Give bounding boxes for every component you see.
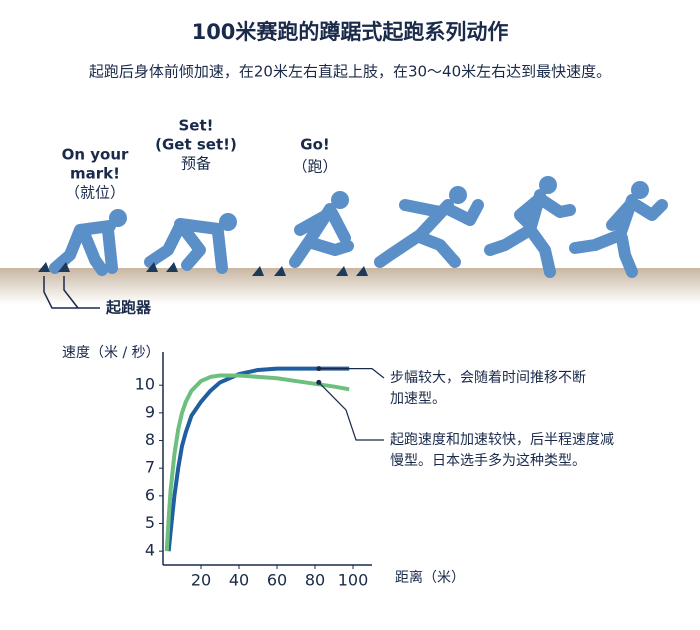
series-line (164, 373, 350, 552)
title: 100米赛跑的蹲踞式起跑系列动作 (192, 20, 509, 44)
y-tick-label: 9 (145, 402, 155, 421)
phase-label: (Get set!) (155, 136, 237, 154)
y-tick-label: 4 (145, 541, 155, 560)
phase-label: Go! (300, 136, 329, 154)
phase-label: On your (62, 146, 129, 164)
x-tick-label: 60 (267, 571, 287, 590)
annotation-point (316, 379, 322, 385)
y-tick-label: 8 (145, 430, 155, 449)
phase-label: （就位） (65, 184, 125, 202)
series-line (166, 366, 350, 552)
y-axis-label: 速度（米 / 秒） (62, 345, 160, 361)
phase-label: mark! (70, 165, 120, 183)
x-tick-label: 20 (191, 571, 211, 590)
starting-blocks (38, 262, 368, 309)
ground (0, 268, 700, 304)
annotation-text: 加速型。 (390, 391, 446, 407)
annotation-point (316, 366, 322, 372)
blocks-label: 起跑器 (105, 299, 152, 317)
x-tick-label: 40 (229, 571, 249, 590)
subtitle: 起跑后身体前倾加速，在20米左右直起上肢，在30～40米左右达到最快速度。 (89, 63, 611, 81)
x-axis-label: 距离（米） (395, 569, 465, 586)
y-tick-label: 6 (145, 485, 155, 504)
leader-line (318, 367, 385, 379)
annotation-text: 起跑速度和加速较快，后半程速度减 (390, 432, 614, 448)
x-tick-label: 100 (338, 571, 369, 590)
phase-label: Set! (179, 117, 214, 135)
phase-label: 预备 (181, 155, 211, 173)
phase-label: （跑） (292, 158, 337, 176)
y-tick-label: 10 (135, 375, 155, 394)
y-tick-label: 5 (145, 513, 155, 532)
leader-line (318, 382, 384, 441)
y-tick-label: 7 (145, 458, 155, 477)
x-tick-label: 80 (305, 571, 325, 590)
annotation-text: 步幅较大，会随着时间推移不断 (390, 370, 586, 386)
runners (49, 176, 668, 278)
annotation-text: 慢型。日本选手多为这种类型。 (390, 452, 586, 469)
